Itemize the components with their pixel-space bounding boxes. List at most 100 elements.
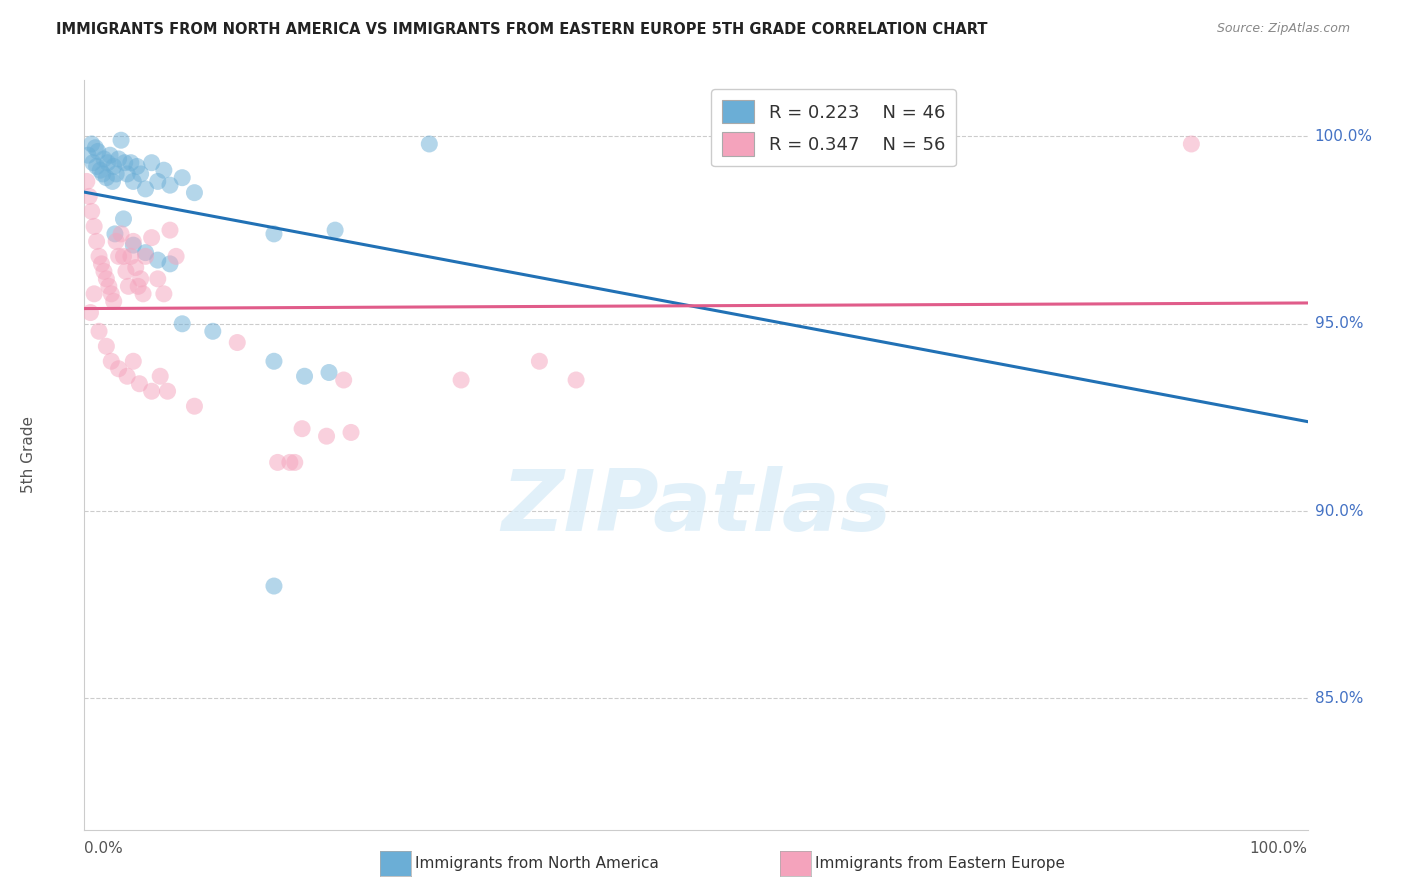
Point [263,354,285,368]
Point [89,163,111,178]
Point [291,422,314,436]
Point [146,272,169,286]
Text: Immigrants from North America: Immigrants from North America [415,856,658,871]
Point [765,136,787,151]
Point [115,264,138,278]
Point [135,245,157,260]
Point [127,279,149,293]
Point [120,249,142,263]
Point [83,219,105,234]
Point [93,264,115,278]
Point [153,286,176,301]
Text: 85.0%: 85.0% [1315,691,1362,706]
Point [1180,136,1202,151]
Text: 5th Grade: 5th Grade [21,417,35,493]
Text: IMMIGRANTS FROM NORTH AMERICA VS IMMIGRANTS FROM EASTERN EUROPE 5TH GRADE CORREL: IMMIGRANTS FROM NORTH AMERICA VS IMMIGRA… [56,22,988,37]
Point [146,174,169,188]
Point [77,148,100,162]
Point [226,335,249,350]
Point [263,227,285,241]
Point [97,279,120,293]
Point [80,204,103,219]
Point [529,354,551,368]
Point [96,170,118,185]
Point [114,155,136,169]
Point [100,286,122,301]
Point [76,174,98,188]
Point [323,223,346,237]
Point [149,369,172,384]
Point [91,167,114,181]
Point [201,324,224,338]
Point [117,279,139,293]
Point [98,148,121,162]
Point [146,253,169,268]
Point [107,152,129,166]
Point [153,163,176,178]
Point [115,167,138,181]
Point [122,354,145,368]
Text: 95.0%: 95.0% [1315,317,1362,331]
Point [100,354,122,368]
Point [93,152,115,166]
Point [87,145,110,159]
Point [107,361,129,376]
Point [122,174,145,188]
Point [340,425,363,440]
Point [156,384,179,399]
Point [122,238,145,252]
Point [284,455,307,469]
Point [90,257,112,271]
Point [129,167,152,181]
Point [172,317,194,331]
Point [103,160,125,174]
Point [104,227,127,241]
Point [120,155,142,169]
Point [141,230,163,244]
Point [107,249,129,263]
Point [96,339,118,353]
Point [263,579,285,593]
Point [266,455,288,469]
Point [318,366,340,380]
Point [86,235,108,249]
Point [315,429,337,443]
Point [87,249,110,263]
Point [159,223,181,237]
Point [105,167,128,181]
Legend: R = 0.223    N = 46, R = 0.347    N = 56: R = 0.223 N = 46, R = 0.347 N = 56 [711,89,956,167]
Text: Immigrants from Eastern Europe: Immigrants from Eastern Europe [815,856,1066,871]
Point [82,155,104,169]
Point [132,286,155,301]
Point [84,141,107,155]
Point [165,249,187,263]
Point [418,136,440,151]
Point [294,369,316,384]
Point [115,369,138,384]
Text: ZIPatlas: ZIPatlas [501,466,891,549]
Point [565,373,588,387]
Point [183,399,205,413]
Point [103,294,125,309]
Text: 90.0%: 90.0% [1315,504,1362,518]
Point [77,189,100,203]
Point [159,178,181,193]
Point [159,257,181,271]
Point [332,373,354,387]
Point [110,227,132,241]
Point [105,235,128,249]
Point [128,376,150,391]
Point [183,186,205,200]
Point [83,286,105,301]
Text: 0.0%: 0.0% [84,841,124,855]
Point [450,373,472,387]
Text: 100.0%: 100.0% [1315,129,1372,144]
Point [86,160,108,174]
Point [80,136,103,151]
Text: Source: ZipAtlas.com: Source: ZipAtlas.com [1216,22,1350,36]
Point [125,160,148,174]
Point [765,136,787,151]
Point [112,211,135,226]
Point [110,133,132,147]
Point [101,174,124,188]
